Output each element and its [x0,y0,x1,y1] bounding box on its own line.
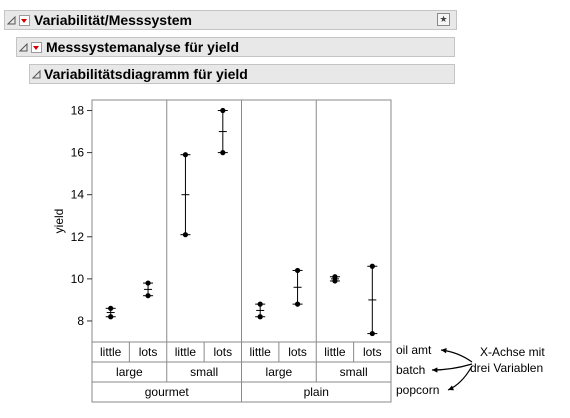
outline-title-msa: Messsystemanalyse für yield [46,39,239,55]
data-point [108,305,114,311]
y-axis-label: yield [52,209,66,234]
data-point [332,274,338,280]
annotation-arrow-oil-head [441,348,447,354]
y-tick-label: 16 [71,146,85,160]
x-label-oil-amt: lots [213,345,232,359]
outline-header-chart[interactable]: Variabilitätsdiagramm für yield [29,64,455,84]
x-label-oil-amt: little [175,345,197,359]
data-point [257,301,263,307]
y-tick-label: 10 [71,272,85,286]
annotation-line2: drei Variablen [470,361,543,375]
data-point [145,280,151,286]
annotation-arrow-batch [431,363,473,371]
data-point [294,301,301,307]
red-triangle-menu-icon[interactable] [31,41,42,53]
data-point [294,267,301,274]
data-point [220,150,226,156]
data-point [145,293,151,299]
outline-header-variability[interactable]: Variabilität/Messsystem ★ [4,10,457,30]
data-point [332,278,338,284]
data-point [369,330,375,337]
data-point [108,314,114,320]
x-label-oil-amt: little [250,345,272,359]
data-point [182,152,189,158]
outline-header-msa[interactable]: Messsystemanalyse für yield [16,37,455,57]
annotation-arrow-batch-head [432,367,438,373]
y-tick-label: 8 [77,314,84,328]
x-label-batch: small [340,365,368,379]
y-tick-label: 18 [71,104,85,118]
outline-title-variability: Variabilität/Messsystem [34,12,192,28]
y-tick-label: 14 [71,188,85,202]
x-level-name: popcorn [396,383,439,397]
disclosure-triangle-icon[interactable] [32,70,41,79]
x-label-batch: large [266,365,293,379]
x-label-oil-amt: lots [139,345,158,359]
data-point [369,263,375,269]
add-to-report-icon[interactable]: ★ [437,13,450,26]
annotation-arrow-popcorn-head [448,385,454,391]
data-point [182,232,189,238]
x-label-popcorn: plain [304,385,329,399]
y-tick-label: 12 [71,230,85,244]
x-level-name: batch [396,363,425,377]
x-label-oil-amt: little [324,345,346,359]
x-label-oil-amt: lots [363,345,382,359]
x-label-popcorn: gourmet [145,385,190,399]
disclosure-triangle-icon[interactable] [19,43,28,52]
x-level-name: oil amt [396,343,432,357]
x-label-oil-amt: lots [288,345,307,359]
red-triangle-menu-icon[interactable] [19,14,30,26]
outline-title-chart: Variabilitätsdiagramm für yield [44,66,248,82]
disclosure-triangle-icon[interactable] [7,16,16,25]
data-point [220,107,226,114]
data-point [257,314,263,320]
x-label-oil-amt: little [100,345,122,359]
x-label-batch: large [116,365,143,379]
annotation-line1: X-Achse mit [480,345,545,359]
x-label-batch: small [190,365,218,379]
